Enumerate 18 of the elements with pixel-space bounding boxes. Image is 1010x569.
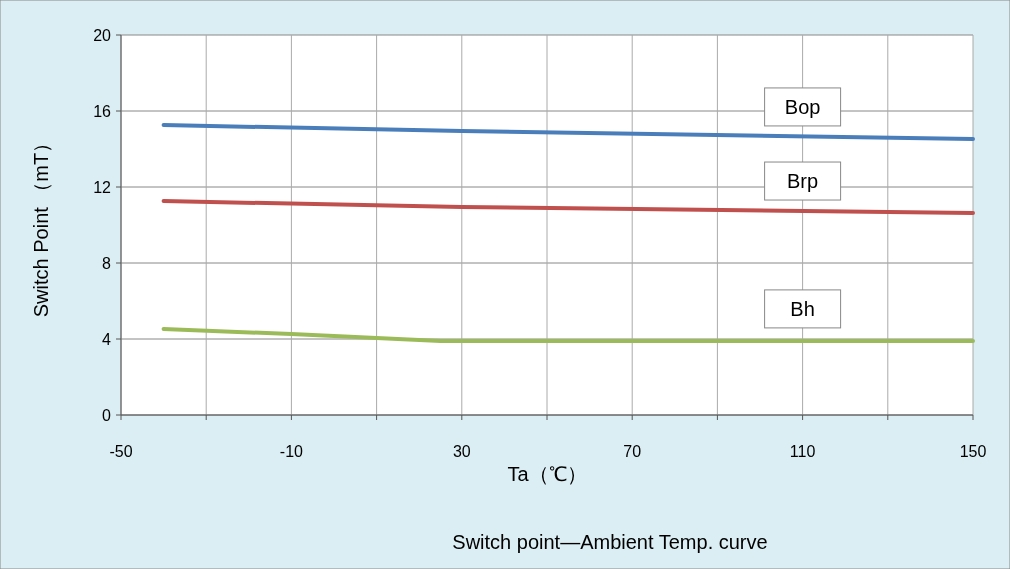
- x-axis-title: Ta（℃）: [507, 463, 587, 485]
- x-tick-label: -50: [109, 443, 133, 460]
- y-tick-label: 4: [102, 330, 112, 348]
- x-tick-label: 150: [959, 443, 987, 460]
- x-tick-label: 110: [789, 443, 816, 460]
- x-tick-label: -10: [279, 443, 304, 460]
- x-tick-label: 70: [623, 443, 642, 460]
- y-tick-label: 8: [102, 254, 112, 272]
- series-label: Bh: [790, 297, 815, 320]
- text: Switch point—Ambient Temp. curve: [452, 531, 768, 553]
- y-axis-title: Switch Point （mT）: [30, 132, 52, 318]
- series-label: Bop: [784, 95, 821, 118]
- x-tick-label: 30: [452, 443, 471, 460]
- y-tick-label: 16: [93, 102, 112, 120]
- y-tick-label: 12: [93, 178, 112, 196]
- y-tick-label: 20: [93, 26, 112, 44]
- series-label: Brp: [787, 170, 819, 193]
- y-tick-label: 0: [102, 406, 112, 424]
